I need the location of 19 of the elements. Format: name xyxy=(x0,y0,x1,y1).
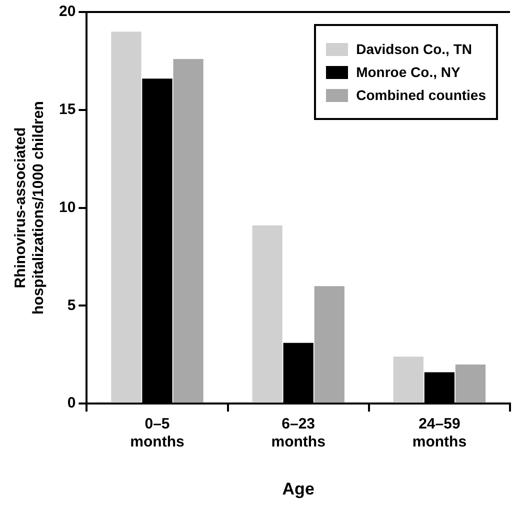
bar xyxy=(252,225,282,403)
bar xyxy=(393,356,424,403)
legend-label: Davidson Co., TN xyxy=(356,41,472,57)
y-tick-label: 10 xyxy=(58,198,76,216)
y-axis-title: Rhinovirus-associated hospitalizations/1000 children xyxy=(12,101,48,315)
x-axis-title: Age xyxy=(282,479,314,498)
legend-label: Combined counties xyxy=(356,87,486,103)
y-tick-label: 20 xyxy=(58,3,76,20)
bar xyxy=(173,58,204,403)
y-tick-label: 15 xyxy=(58,101,76,118)
bar xyxy=(314,286,344,403)
legend-label: Monroe Co., NY xyxy=(356,64,460,80)
x-tick-label: 24–59 months xyxy=(412,416,467,451)
bar xyxy=(455,364,486,403)
y-tick-label: 0 xyxy=(67,394,76,412)
bar xyxy=(111,32,142,403)
x-tick-label: 0–5 months xyxy=(130,416,184,451)
y-tick-label: 5 xyxy=(67,296,76,314)
x-tick-label: 6–23 months xyxy=(271,416,326,451)
